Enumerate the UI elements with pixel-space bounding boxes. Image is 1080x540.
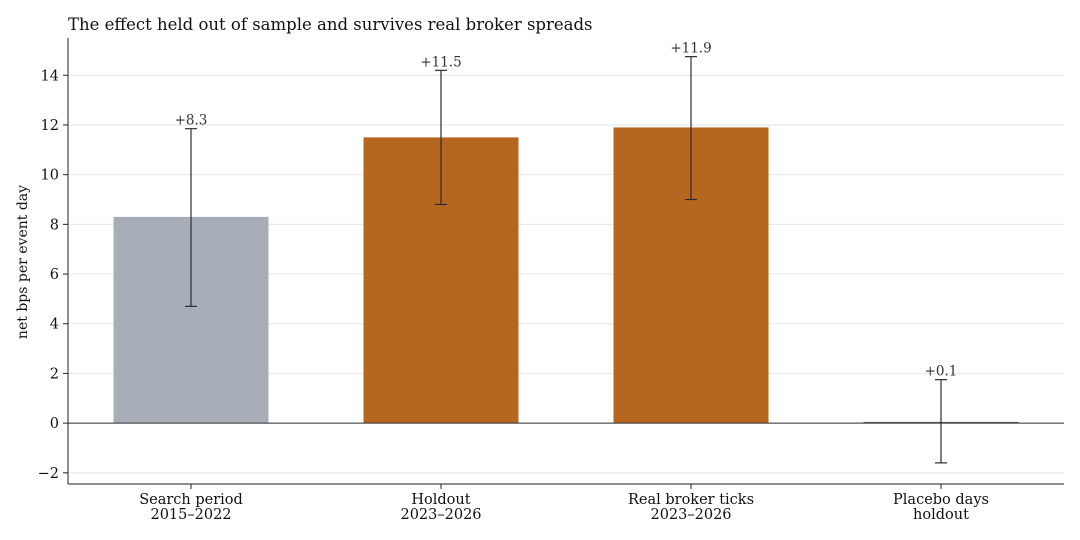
- y-tick-label: 14: [41, 68, 59, 84]
- x-tick-label: holdout: [913, 507, 969, 523]
- data-label: +11.5: [420, 54, 461, 70]
- y-tick-label: 0: [50, 416, 59, 432]
- y-tick-label: 10: [41, 168, 59, 184]
- y-axis-label: net bps per event day: [15, 185, 31, 339]
- y-tick-label: 8: [50, 217, 59, 233]
- x-tick-label: Placebo days: [893, 492, 989, 508]
- y-tick-label: 6: [50, 267, 59, 283]
- y-tick-label: 4: [50, 317, 59, 333]
- x-tick-label: 2015–2022: [150, 507, 231, 523]
- x-tick-label: 2023–2026: [650, 507, 731, 523]
- data-label: +8.3: [175, 113, 208, 129]
- data-label: +11.9: [670, 41, 711, 57]
- data-label: +0.1: [925, 364, 958, 380]
- error-bars: [185, 56, 947, 464]
- y-tick-label: 12: [41, 118, 59, 134]
- x-tick-label: Real broker ticks: [628, 492, 754, 508]
- chart-title: The effect held out of sample and surviv…: [68, 15, 593, 34]
- bars: [113, 127, 1019, 424]
- y-tick-label: 2: [50, 366, 59, 382]
- x-tick-label: Holdout: [411, 492, 470, 508]
- x-tick-label: 2023–2026: [400, 507, 481, 523]
- y-tick-label: −2: [38, 466, 59, 482]
- data-labels: +8.3 +11.5 +11.9 +0.1: [175, 41, 958, 380]
- x-tick-label: Search period: [139, 492, 243, 508]
